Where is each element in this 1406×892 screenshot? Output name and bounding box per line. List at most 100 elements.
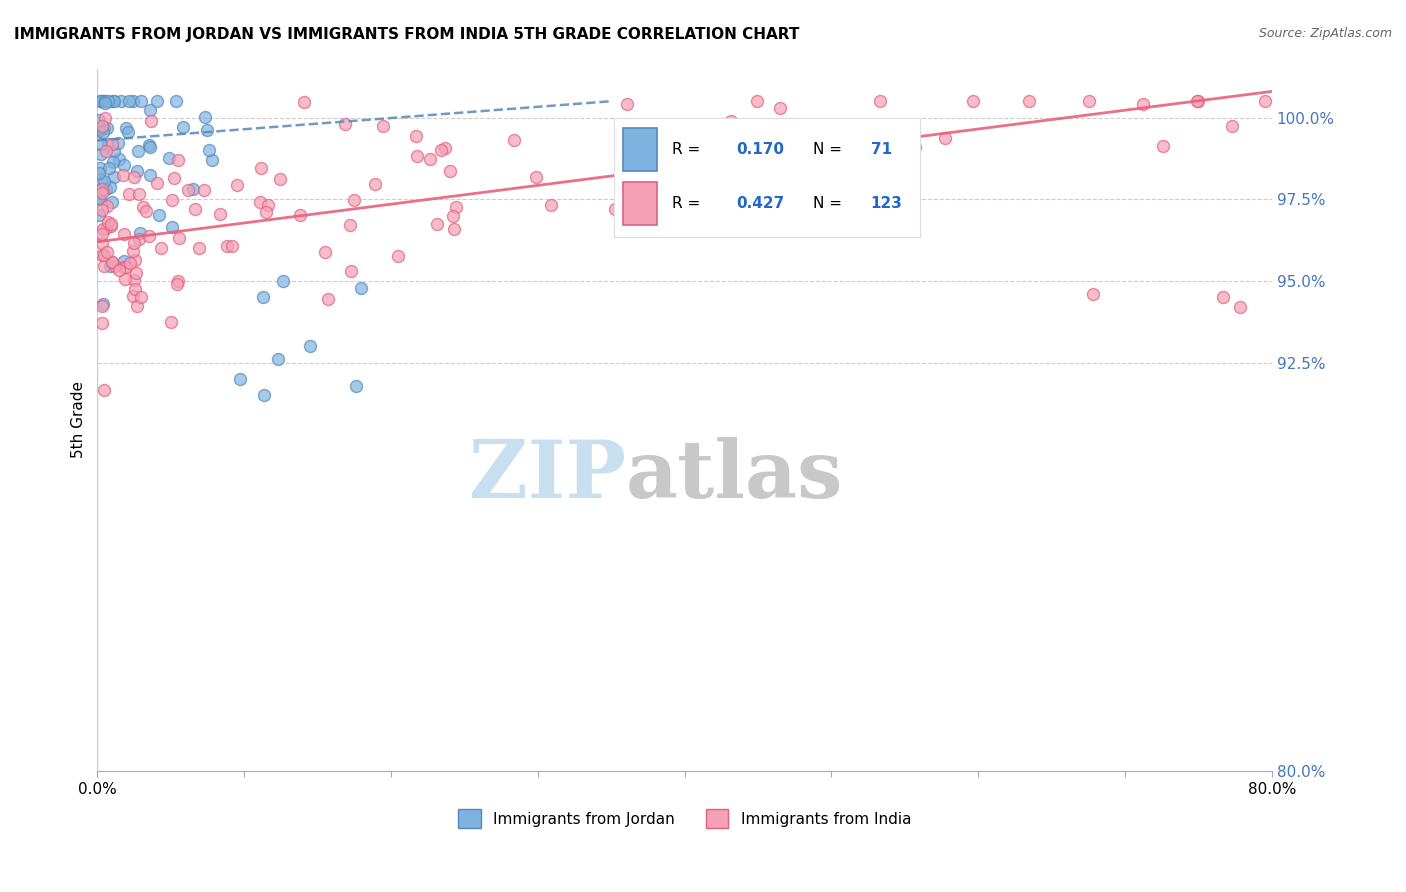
- Immigrants from Jordan: [100, 180, 122, 194]
- Immigrants from India: [118, 187, 141, 202]
- Immigrants from Jordan: [138, 138, 160, 153]
- Immigrants from Jordan: [266, 352, 288, 367]
- Immigrants from India: [257, 198, 280, 212]
- Immigrants from India: [209, 206, 232, 220]
- Immigrants from India: [364, 178, 387, 192]
- Immigrants from India: [387, 249, 409, 263]
- Immigrants from India: [93, 383, 115, 397]
- Immigrants from India: [127, 299, 149, 313]
- Immigrants from Jordan: [139, 140, 162, 154]
- Immigrants from Jordan: [93, 96, 115, 111]
- Immigrants from India: [314, 245, 336, 260]
- Immigrants from India: [1081, 287, 1104, 301]
- Immigrants from Jordan: [127, 144, 149, 158]
- Immigrants from India: [135, 203, 157, 218]
- Immigrants from India: [122, 169, 145, 184]
- Immigrants from Jordan: [118, 94, 141, 108]
- Immigrants from India: [160, 315, 183, 329]
- Immigrants from India: [90, 120, 112, 134]
- Immigrants from Jordan: [117, 125, 139, 139]
- Immigrants from Jordan: [97, 94, 120, 108]
- Immigrants from Jordan: [165, 94, 187, 108]
- Immigrants from India: [146, 176, 169, 190]
- Immigrants from India: [439, 164, 461, 178]
- Immigrants from India: [1152, 138, 1174, 153]
- Immigrants from Jordan: [121, 94, 143, 108]
- Immigrants from Jordan: [89, 185, 111, 199]
- Immigrants from India: [335, 117, 357, 131]
- Text: IMMIGRANTS FROM JORDAN VS IMMIGRANTS FROM INDIA 5TH GRADE CORRELATION CHART: IMMIGRANTS FROM JORDAN VS IMMIGRANTS FRO…: [14, 27, 800, 42]
- Immigrants from Jordan: [89, 161, 111, 176]
- Immigrants from India: [434, 141, 457, 155]
- Immigrants from India: [740, 118, 762, 132]
- Immigrants from India: [103, 259, 125, 273]
- Immigrants from Jordan: [94, 182, 117, 196]
- Immigrants from Jordan: [90, 147, 112, 161]
- Immigrants from India: [90, 299, 112, 313]
- Immigrants from Jordan: [253, 388, 276, 402]
- Immigrants from Jordan: [90, 94, 112, 108]
- Immigrants from India: [115, 260, 138, 275]
- Immigrants from Jordan: [131, 94, 153, 108]
- Immigrants from India: [339, 218, 361, 232]
- Immigrants from India: [292, 95, 315, 109]
- Immigrants from India: [254, 205, 277, 219]
- Immigrants from India: [444, 200, 467, 214]
- Immigrants from Jordan: [103, 94, 125, 108]
- Immigrants from India: [138, 228, 160, 243]
- Immigrants from India: [90, 235, 112, 250]
- Immigrants from India: [101, 255, 124, 269]
- Immigrants from India: [340, 264, 363, 278]
- Immigrants from Jordan: [198, 143, 221, 157]
- Immigrants from Jordan: [87, 191, 110, 205]
- Immigrants from India: [1220, 120, 1243, 134]
- Immigrants from India: [132, 200, 155, 214]
- Immigrants from Jordan: [103, 94, 125, 108]
- Immigrants from India: [811, 147, 834, 161]
- Immigrants from India: [1077, 94, 1099, 108]
- Immigrants from Jordan: [98, 259, 121, 273]
- Immigrants from India: [343, 193, 366, 207]
- Immigrants from Jordan: [87, 122, 110, 136]
- Legend: Immigrants from Jordan, Immigrants from India: Immigrants from Jordan, Immigrants from …: [451, 803, 917, 834]
- Immigrants from India: [90, 247, 112, 261]
- Immigrants from India: [90, 202, 112, 217]
- Immigrants from Jordan: [87, 123, 110, 137]
- Immigrants from Jordan: [103, 169, 125, 184]
- Immigrants from India: [149, 241, 172, 255]
- Immigrants from India: [166, 277, 188, 291]
- Immigrants from Jordan: [252, 290, 274, 304]
- Immigrants from Jordan: [94, 94, 117, 108]
- Immigrants from India: [1132, 97, 1154, 112]
- Immigrants from India: [406, 149, 429, 163]
- Immigrants from Jordan: [89, 94, 111, 108]
- Immigrants from India: [443, 222, 465, 236]
- Immigrants from Jordan: [148, 208, 170, 222]
- Immigrants from Jordan: [110, 94, 132, 108]
- Immigrants from Jordan: [160, 219, 183, 234]
- Immigrants from India: [101, 255, 124, 269]
- Immigrants from Jordan: [157, 151, 180, 165]
- Immigrants from Jordan: [91, 125, 114, 139]
- Immigrants from Jordan: [194, 110, 217, 124]
- Immigrants from India: [426, 218, 449, 232]
- Immigrants from Jordan: [112, 253, 135, 268]
- Immigrants from India: [125, 266, 148, 280]
- Immigrants from India: [934, 131, 956, 145]
- Immigrants from India: [769, 102, 792, 116]
- Immigrants from India: [128, 232, 150, 246]
- Immigrants from India: [316, 293, 339, 307]
- Immigrants from India: [139, 114, 162, 128]
- Immigrants from India: [124, 282, 146, 296]
- Immigrants from India: [290, 208, 312, 222]
- Immigrants from India: [890, 120, 912, 135]
- Immigrants from India: [97, 214, 120, 228]
- Immigrants from India: [430, 143, 453, 157]
- Immigrants from Jordan: [87, 208, 110, 222]
- Immigrants from Jordan: [90, 94, 112, 108]
- Immigrants from India: [1185, 94, 1208, 108]
- Immigrants from India: [269, 171, 291, 186]
- Immigrants from India: [96, 144, 118, 158]
- Immigrants from India: [1253, 94, 1275, 108]
- Immigrants from Jordan: [96, 121, 118, 136]
